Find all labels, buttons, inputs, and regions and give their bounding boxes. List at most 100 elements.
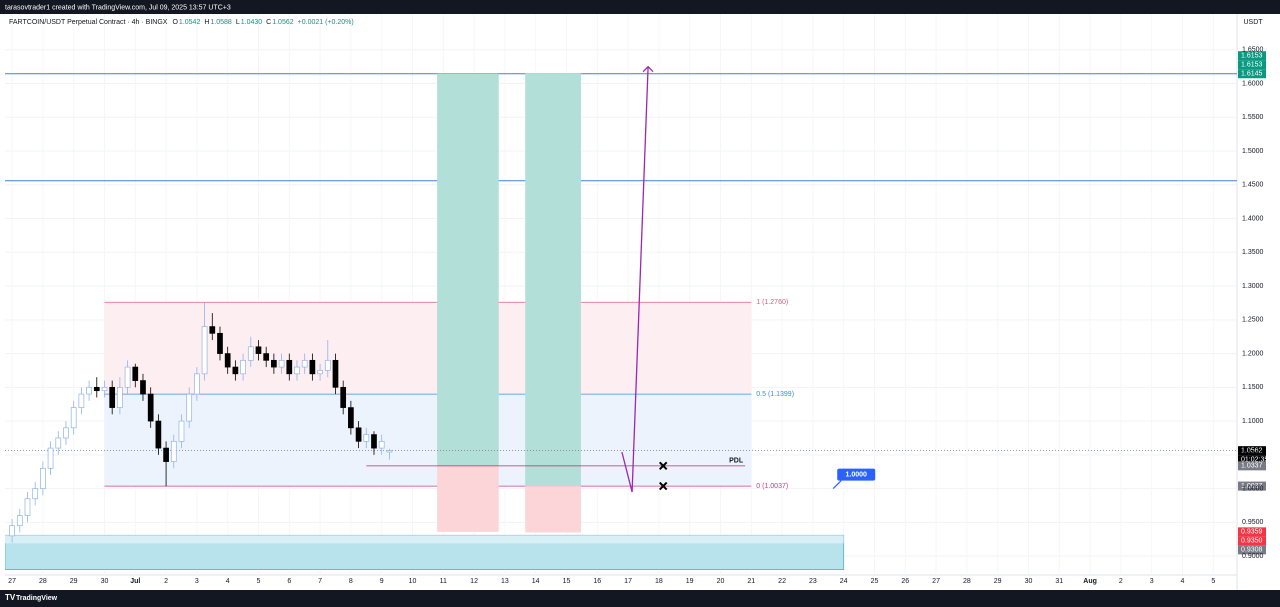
x-tick-label: 27 bbox=[8, 578, 16, 585]
candle-body bbox=[170, 440, 177, 462]
y-tick-label: 1.6500 bbox=[1242, 47, 1264, 54]
price-label-box bbox=[1238, 461, 1266, 471]
x-tick-label: 30 bbox=[101, 578, 109, 585]
fib-label: 0 (1.0037) bbox=[756, 483, 788, 490]
x-tick-label: 26 bbox=[901, 578, 909, 585]
candle-body bbox=[47, 447, 54, 469]
position-stop bbox=[437, 465, 499, 532]
x-tick-label: 20 bbox=[717, 578, 725, 585]
x-tick-label: 21 bbox=[747, 578, 755, 585]
candle-body bbox=[294, 366, 300, 375]
arrow-head bbox=[642, 65, 654, 73]
overlay: 1.0000 1.0562 01:02:35 1.6145 1.6153 1.6153 1.… bbox=[832, 51, 1268, 555]
candle-body bbox=[186, 393, 193, 422]
price-label: 1.6153 bbox=[1241, 53, 1263, 60]
footer-bar bbox=[0, 590, 1280, 607]
x-tick-label: 16 bbox=[593, 578, 601, 585]
candle-body bbox=[371, 434, 377, 449]
top-bar bbox=[0, 0, 1280, 14]
price-label-box bbox=[1238, 51, 1266, 61]
y-tick-label: 1.4500 bbox=[1242, 182, 1264, 189]
x-tick-label: 9 bbox=[380, 578, 384, 585]
x-tick-label: 22 bbox=[778, 578, 786, 585]
candle-body bbox=[155, 420, 162, 449]
x-tick-label: 29 bbox=[994, 578, 1002, 585]
candle-body bbox=[317, 370, 323, 375]
candle-body bbox=[40, 467, 46, 489]
x-tick-label: 2 bbox=[164, 578, 168, 585]
x-tick-label: 3 bbox=[195, 578, 199, 585]
x-tick-label: 17 bbox=[624, 578, 632, 585]
candle-body bbox=[324, 359, 331, 371]
x-tick-label: 3 bbox=[1150, 578, 1154, 585]
price-label: 0.9350 bbox=[1241, 538, 1263, 545]
cross-mark bbox=[658, 481, 668, 491]
credit: tarasovtrader1 created with TradingView.… bbox=[5, 4, 231, 11]
x-tick-label: 5 bbox=[257, 578, 261, 585]
price-label-box bbox=[1238, 545, 1266, 555]
candle-body bbox=[332, 359, 339, 388]
x-tick-label: 12 bbox=[470, 578, 478, 585]
x-tick-label: 7 bbox=[318, 578, 322, 585]
x-tick-label: 24 bbox=[840, 578, 848, 585]
candle-body bbox=[117, 386, 123, 408]
currency: USDT bbox=[1243, 19, 1263, 26]
x-tick-label: 19 bbox=[686, 578, 694, 585]
position-target bbox=[437, 73, 499, 466]
zone-top-band bbox=[5, 535, 844, 544]
x-tick-label: Jul bbox=[130, 578, 140, 585]
note-label: 1.0000 bbox=[846, 471, 868, 478]
price-label-box bbox=[1238, 527, 1266, 537]
x-tick-label: 5 bbox=[1211, 578, 1215, 585]
y-tick-label: 0.9500 bbox=[1242, 519, 1264, 526]
candle-body bbox=[147, 393, 154, 422]
candle-body bbox=[132, 366, 139, 381]
candle-body bbox=[93, 386, 100, 392]
note-box bbox=[837, 468, 876, 481]
candle-body bbox=[309, 359, 316, 375]
y-tick-label: 1.1000 bbox=[1242, 418, 1264, 425]
candle-body bbox=[263, 353, 270, 361]
x-tick-label: Aug bbox=[1083, 578, 1097, 585]
arrow bbox=[621, 66, 649, 493]
ohlc-key: O bbox=[172, 19, 178, 26]
x-tick-label: 28 bbox=[39, 578, 47, 585]
candle-body bbox=[355, 427, 362, 442]
change: +0.0021 (+0.20%) bbox=[298, 19, 354, 26]
x-tick-label: 25 bbox=[871, 578, 879, 585]
footer-brand: TradingView bbox=[16, 595, 58, 602]
candle-body bbox=[201, 326, 208, 375]
x-tick-label: 28 bbox=[963, 578, 971, 585]
candle-body bbox=[301, 359, 308, 368]
fib-top-fill bbox=[104, 302, 752, 395]
y-tick-label: 1.5500 bbox=[1242, 114, 1264, 121]
x-tick-label: 27 bbox=[932, 578, 940, 585]
x-tick-label: 30 bbox=[1025, 578, 1033, 585]
cross-mark bbox=[658, 461, 668, 471]
y-tick-label: 1.0500 bbox=[1242, 452, 1264, 459]
x-tick-label: 14 bbox=[532, 578, 540, 585]
fib-bottom-fill bbox=[104, 394, 752, 487]
y-tick-label: 1.0000 bbox=[1242, 485, 1264, 492]
candle-body bbox=[363, 434, 370, 442]
candle-body bbox=[271, 359, 277, 368]
candle-body bbox=[247, 346, 254, 361]
x-tick-label: 2 bbox=[1119, 578, 1123, 585]
price-label-box bbox=[1238, 481, 1266, 491]
ohlc-value: 1.0588 bbox=[210, 19, 232, 26]
price-label: 0.9308 bbox=[1241, 547, 1263, 554]
candle-body bbox=[240, 359, 246, 375]
ohlc-value: 1.0562 bbox=[272, 19, 294, 26]
position-stop bbox=[525, 486, 581, 533]
candle-body bbox=[232, 366, 239, 375]
x-tick-label: 15 bbox=[563, 578, 571, 585]
candle-body bbox=[348, 407, 354, 429]
candle-body bbox=[209, 326, 216, 334]
candle-body bbox=[217, 332, 223, 354]
y-tick-label: 1.6000 bbox=[1242, 80, 1264, 87]
y-tick-label: 1.3000 bbox=[1242, 283, 1264, 290]
last-price-label-box bbox=[1238, 446, 1266, 456]
y-tick-label: 1.5000 bbox=[1242, 148, 1264, 155]
x-tick-label: 10 bbox=[409, 578, 417, 585]
